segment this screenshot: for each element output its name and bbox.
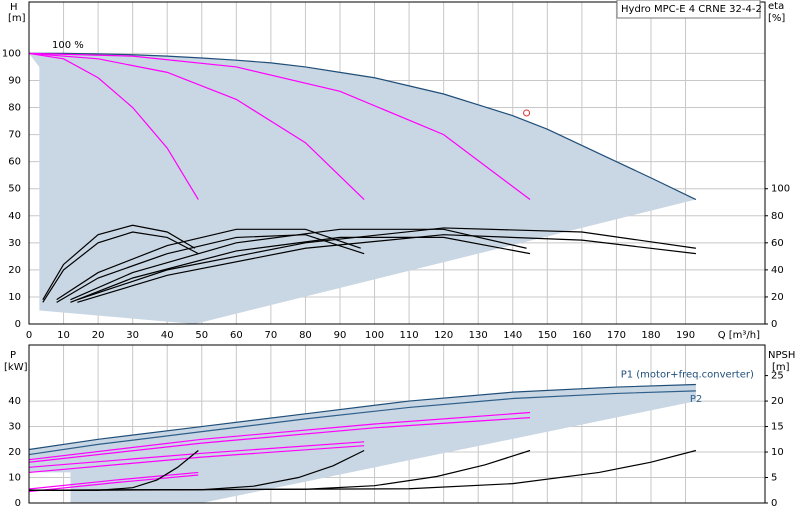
curve (28, 383, 696, 451)
duty-point (523, 109, 531, 117)
x-tick-label: 190 (676, 330, 695, 341)
y2-tick-label: 15 (771, 422, 784, 433)
operating-range (29, 53, 696, 324)
y-tick-label: 40 (8, 211, 21, 222)
x-tick-label: 50 (195, 330, 208, 341)
curve (28, 441, 365, 468)
y2-tick-label: 0 (771, 319, 777, 330)
y-tick-label: 30 (8, 422, 21, 433)
curve (77, 234, 696, 303)
x-tick-label: 100 (365, 330, 384, 341)
y-axis-unit: [kW] (4, 362, 28, 373)
y-tick-label: 100 (2, 48, 21, 59)
y2-axis-label: NPSH (768, 350, 795, 361)
y2-tick-label: 10 (771, 447, 784, 458)
plot-frame (28, 1, 766, 325)
curve (28, 411, 531, 461)
curve (70, 236, 531, 303)
y-tick-label: 40 (8, 396, 21, 407)
y2-tick-label: 40 (771, 265, 784, 276)
y2-tick-label: 80 (771, 211, 784, 222)
x-tick-label: 140 (503, 330, 522, 341)
operating-range (29, 384, 696, 503)
y2-tick-label: 5 (771, 473, 777, 484)
curve-label: P1 (motor+freq.converter) (621, 370, 754, 381)
y-tick-label: 60 (8, 157, 21, 168)
y2-axis-label: eta (768, 1, 784, 12)
x-tick-label: 180 (641, 330, 660, 341)
y-tick-label: 20 (8, 265, 21, 276)
x-tick-label: 0 (26, 330, 32, 341)
curve (28, 52, 199, 200)
y2-tick-label: 20 (771, 396, 784, 407)
curve (28, 52, 531, 201)
x-tick-label: 10 (57, 330, 70, 341)
y2-axis-unit: [%] (768, 13, 785, 24)
x-tick-label: 20 (92, 330, 105, 341)
y2-tick-label: 20 (771, 292, 784, 303)
curve (29, 52, 697, 201)
x-tick-label: 60 (230, 330, 243, 341)
x-tick-label: 40 (161, 330, 174, 341)
title-box (616, 0, 761, 19)
y-tick-label: 50 (8, 184, 21, 195)
plot-frame (28, 344, 766, 504)
curve (42, 224, 196, 300)
y-tick-label: 20 (8, 447, 21, 458)
y-tick-label: 0 (15, 319, 21, 330)
curve (56, 234, 365, 303)
chart-title: Hydro MPC-E 4 CRNE 32-4-2 (621, 4, 762, 15)
x-tick-label: 150 (538, 330, 557, 341)
x-tick-label: 160 (572, 330, 591, 341)
y-tick-label: 10 (8, 292, 21, 303)
y2-tick-label: 60 (771, 238, 784, 249)
x-tick-label: 130 (469, 330, 488, 341)
curve (28, 449, 697, 491)
y2-tick-label: 0 (771, 498, 777, 509)
x-axis-label: Q [m³/h] (718, 330, 760, 341)
y-tick-label: 70 (8, 130, 21, 141)
y2-axis-unit: [m] (772, 362, 790, 373)
y-axis-unit: [m] (8, 13, 26, 24)
curve (28, 417, 531, 463)
x-tick-label: 170 (607, 330, 626, 341)
curve (28, 474, 199, 493)
y-tick-label: 90 (8, 75, 21, 86)
curve (70, 228, 527, 301)
y-tick-label: 30 (8, 238, 21, 249)
curve (42, 231, 199, 303)
x-tick-label: 120 (434, 330, 453, 341)
curve (28, 471, 199, 490)
y2-tick-label: 100 (771, 184, 790, 195)
curve (28, 390, 696, 456)
curve (28, 445, 365, 474)
x-tick-label: 70 (265, 330, 278, 341)
y-tick-label: 10 (8, 473, 21, 484)
x-tick-label: 110 (400, 330, 419, 341)
y-axis-label: H (10, 2, 18, 13)
y-tick-label: 0 (15, 498, 21, 509)
y2-tick-label: 25 (771, 371, 784, 382)
y-tick-label: 80 (8, 103, 21, 114)
x-tick-label: 80 (299, 330, 312, 341)
x-tick-label: 90 (334, 330, 347, 341)
curve (77, 227, 696, 301)
curve (28, 52, 365, 200)
curve-label: P2 (690, 394, 702, 405)
annotation: 100 % (52, 40, 84, 51)
y-axis-label: P (10, 350, 16, 361)
x-tick-label: 30 (126, 330, 139, 341)
